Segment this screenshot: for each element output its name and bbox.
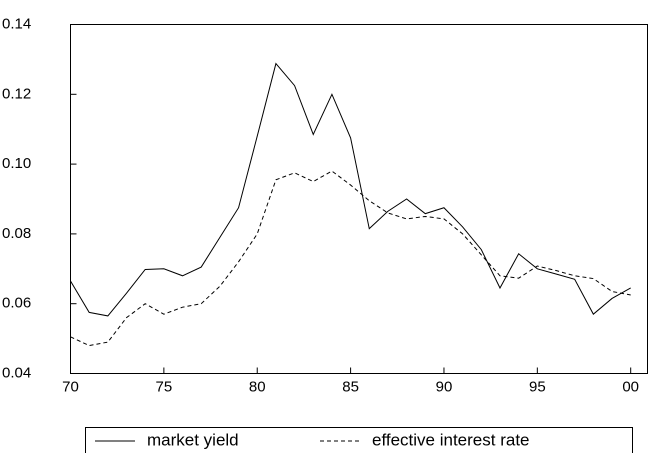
y-tick-label: 0.06 xyxy=(2,295,31,312)
x-tick-label: 90 xyxy=(436,378,453,395)
y-tick-label: 0.04 xyxy=(2,364,31,381)
legend-label: market yield xyxy=(147,430,239,449)
x-tick-label: 70 xyxy=(62,378,79,395)
x-tick-label: 95 xyxy=(529,378,546,395)
x-tick-label: 75 xyxy=(156,378,173,395)
x-tick-label: 85 xyxy=(342,378,359,395)
y-tick-label: 0.12 xyxy=(2,85,31,102)
legend-box xyxy=(85,427,633,453)
series-line xyxy=(70,62,631,317)
series-line xyxy=(70,170,631,347)
y-tick-label: 0.10 xyxy=(2,155,31,172)
legend-label: effective interest rate xyxy=(372,430,530,449)
plot-frame xyxy=(70,24,648,374)
y-tick-label: 0.14 xyxy=(2,15,31,32)
x-tick-label: 80 xyxy=(249,378,266,395)
y-tick-label: 0.08 xyxy=(2,225,31,242)
x-tick-label: 00 xyxy=(622,378,639,395)
